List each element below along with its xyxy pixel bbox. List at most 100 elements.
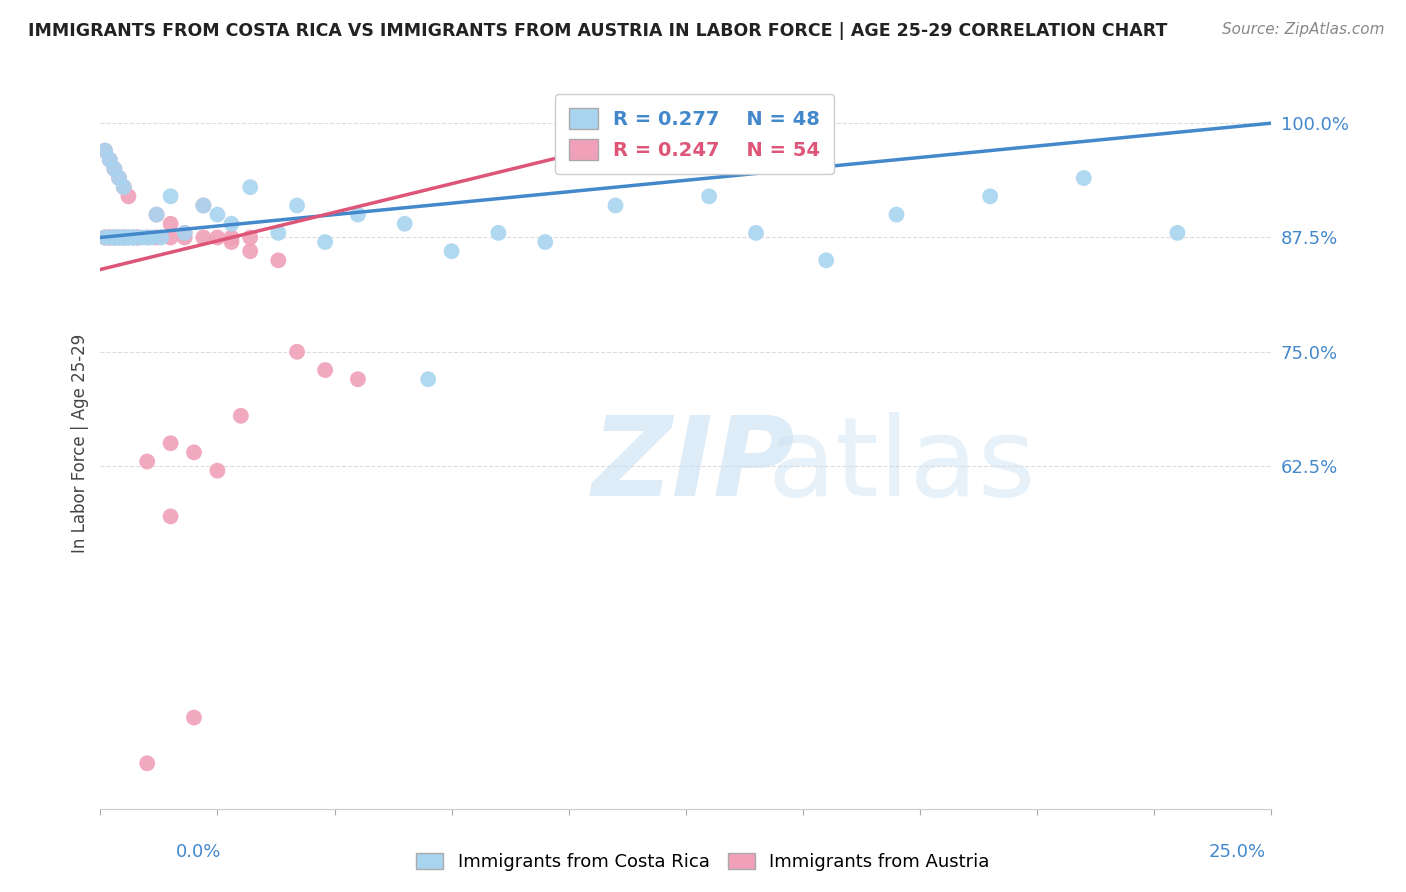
Point (117, 230, 139, 244)
Point (122, 230, 145, 244)
Point (229, 409, 252, 423)
Point (193, 230, 215, 244)
Point (117, 230, 139, 244)
Point (112, 180, 135, 194)
Point (285, 198, 308, 212)
Point (94, 230, 117, 244)
Point (267, 226, 290, 240)
Point (122, 230, 145, 244)
Point (145, 230, 167, 244)
Point (347, 372, 370, 386)
Point (127, 230, 149, 244)
Point (98, 230, 121, 244)
Point (94, 144, 117, 158)
Point (183, 710, 205, 724)
Point (112, 230, 135, 244)
Point (136, 756, 159, 771)
Point (127, 230, 149, 244)
Point (159, 189, 181, 203)
Point (697, 189, 720, 203)
Point (239, 180, 262, 194)
Legend: R = 0.277    N = 48, R = 0.247    N = 54: R = 0.277 N = 48, R = 0.247 N = 54 (555, 95, 834, 174)
Point (112, 230, 135, 244)
Text: 0.0%: 0.0% (176, 843, 221, 861)
Point (108, 230, 131, 244)
Point (117, 230, 139, 244)
Point (221, 235, 243, 249)
Point (94, 230, 117, 244)
Point (173, 226, 195, 240)
Point (173, 230, 195, 244)
Point (136, 230, 159, 244)
Point (122, 230, 145, 244)
Point (117, 230, 139, 244)
Point (886, 208, 908, 222)
Point (207, 464, 229, 478)
Point (98, 153, 121, 167)
Point (103, 161, 125, 176)
Point (486, 226, 509, 240)
Point (207, 230, 229, 244)
Point (103, 230, 125, 244)
Point (103, 230, 125, 244)
Point (150, 230, 173, 244)
Point (98, 230, 121, 244)
Text: IMMIGRANTS FROM COSTA RICA VS IMMIGRANTS FROM AUSTRIA IN LABOR FORCE | AGE 25-29: IMMIGRANTS FROM COSTA RICA VS IMMIGRANTS… (28, 22, 1167, 40)
Point (745, 226, 768, 240)
Point (94, 144, 117, 158)
Point (1166, 226, 1188, 240)
Point (418, 372, 440, 386)
Text: Source: ZipAtlas.com: Source: ZipAtlas.com (1222, 22, 1385, 37)
Text: ZIP: ZIP (592, 412, 796, 518)
Point (112, 230, 135, 244)
Point (94, 230, 117, 244)
Point (159, 509, 181, 524)
Point (98, 230, 121, 244)
Point (173, 226, 195, 240)
Point (314, 363, 336, 377)
Point (131, 230, 153, 244)
Point (145, 208, 167, 222)
Point (108, 171, 131, 186)
Point (285, 344, 308, 359)
Point (103, 161, 125, 176)
Point (193, 198, 215, 212)
Point (239, 230, 262, 244)
Point (221, 217, 243, 231)
Text: 25.0%: 25.0% (1208, 843, 1265, 861)
Point (108, 230, 131, 244)
Point (127, 230, 149, 244)
Point (207, 208, 229, 222)
Point (1073, 171, 1095, 186)
Point (221, 230, 243, 244)
Point (347, 208, 370, 222)
Point (193, 198, 215, 212)
Point (112, 180, 135, 194)
Point (122, 230, 145, 244)
Point (815, 253, 838, 268)
Point (108, 230, 131, 244)
Point (141, 230, 163, 244)
Point (145, 208, 167, 222)
Y-axis label: In Labor Force | Age 25-29: In Labor Force | Age 25-29 (72, 334, 89, 553)
Point (136, 230, 159, 244)
Point (117, 189, 139, 203)
Point (979, 189, 1001, 203)
Point (127, 230, 149, 244)
Point (103, 230, 125, 244)
Point (103, 230, 125, 244)
Point (112, 230, 135, 244)
Point (159, 217, 181, 231)
Point (112, 230, 135, 244)
Point (183, 445, 205, 459)
Text: atlas: atlas (768, 412, 1036, 518)
Point (98, 230, 121, 244)
Point (440, 244, 463, 259)
Legend: Immigrants from Costa Rica, Immigrants from Austria: Immigrants from Costa Rica, Immigrants f… (409, 846, 997, 879)
Point (314, 235, 336, 249)
Point (159, 230, 181, 244)
Point (103, 230, 125, 244)
Point (267, 253, 290, 268)
Point (239, 244, 262, 259)
Point (108, 171, 131, 186)
